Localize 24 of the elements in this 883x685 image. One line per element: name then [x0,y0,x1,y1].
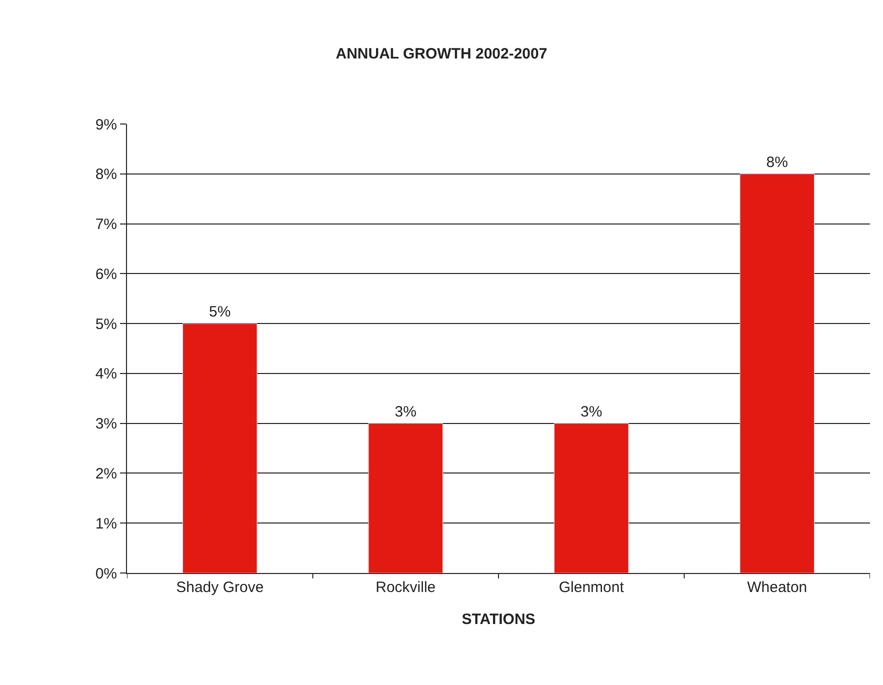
bar [740,174,815,573]
data-label: 8% [766,154,788,171]
y-tick-label: 7% [95,216,117,234]
data-label: 3% [394,403,416,420]
x-tick-label: Rockville [376,579,436,596]
data-label: 5% [209,304,231,321]
y-tick-label: 9% [95,116,117,134]
x-tick-label: Shady Grove [176,579,264,596]
chart-title: ANNUAL GROWTH 2002-2007 [336,45,548,62]
x-tick-label: Wheaton [747,579,808,596]
y-tick-label: 5% [95,316,117,333]
bar [368,423,444,573]
y-tick-label: 1% [95,515,117,532]
y-tick-label: 6% [95,266,117,283]
bar [554,423,629,573]
x-axis-title: STATIONS [462,611,536,628]
y-tick-label: 3% [95,416,117,433]
y-tick-label: 8% [95,166,117,184]
y-tick-label: 0% [95,565,117,582]
y-tick-label: 4% [95,366,117,383]
data-label: 3% [580,403,602,420]
bar [182,323,258,573]
y-tick-label: 2% [95,465,117,482]
x-tick-label: Glenmont [558,579,625,596]
